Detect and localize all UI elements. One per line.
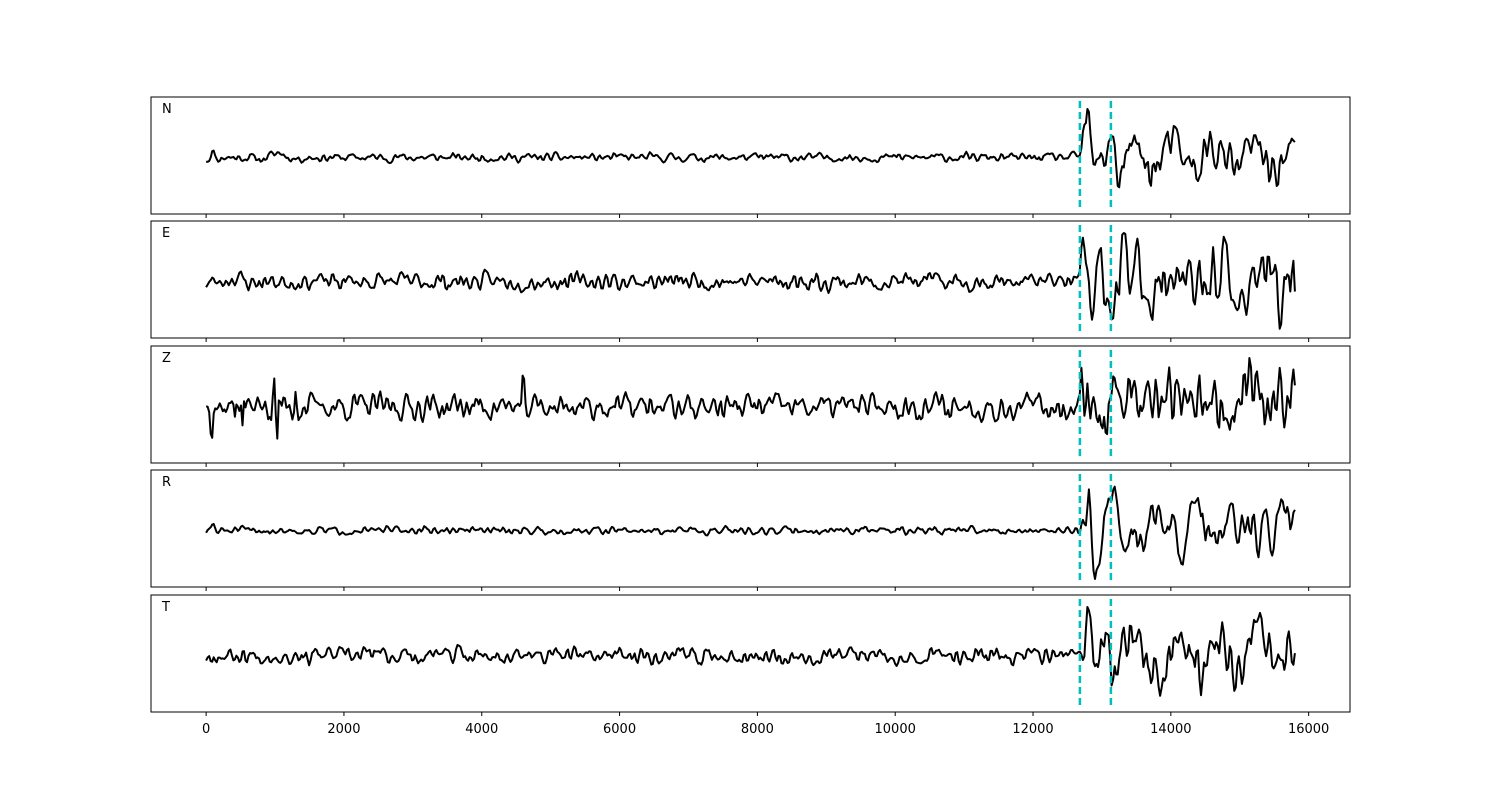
x-tick-label: 2000: [327, 722, 360, 737]
waveform-trace: [206, 357, 1296, 440]
panel-frame: [150, 594, 1351, 713]
x-tick-label: 10000: [875, 722, 916, 737]
panel-label: E: [162, 226, 170, 241]
panel-r: R: [150, 469, 1351, 591]
panel-t: T: [150, 594, 1351, 716]
panel-e: E: [150, 220, 1351, 342]
waveform-trace: [205, 485, 1296, 580]
x-tick-label: 4000: [465, 722, 498, 737]
x-tick-label: 8000: [741, 722, 774, 737]
panel-label: N: [162, 102, 172, 117]
panel-n: N: [150, 96, 1351, 218]
x-tick-label: 16000: [1288, 722, 1329, 737]
panel-frame: [150, 469, 1351, 588]
x-tick-label: 6000: [603, 722, 636, 737]
panel-label: R: [162, 475, 171, 490]
trace-panels: N E Z R T: [150, 96, 1351, 716]
panel-frame: [150, 96, 1351, 215]
waveform-trace: [205, 232, 1296, 330]
x-tick-label: 0: [202, 722, 210, 737]
x-axis: 0 2000 4000 6000 8000 10000 12000 14000 16000: [202, 722, 1329, 737]
panel-label: Z: [162, 351, 171, 366]
panel-frame: [150, 220, 1351, 339]
waveform-trace: [206, 108, 1296, 189]
waveform-trace: [205, 606, 1296, 697]
x-tick-label: 14000: [1150, 722, 1191, 737]
panel-frame: [150, 345, 1351, 464]
panel-label: T: [161, 600, 170, 615]
panel-z: Z: [150, 345, 1351, 467]
x-tick-label: 12000: [1012, 722, 1053, 737]
